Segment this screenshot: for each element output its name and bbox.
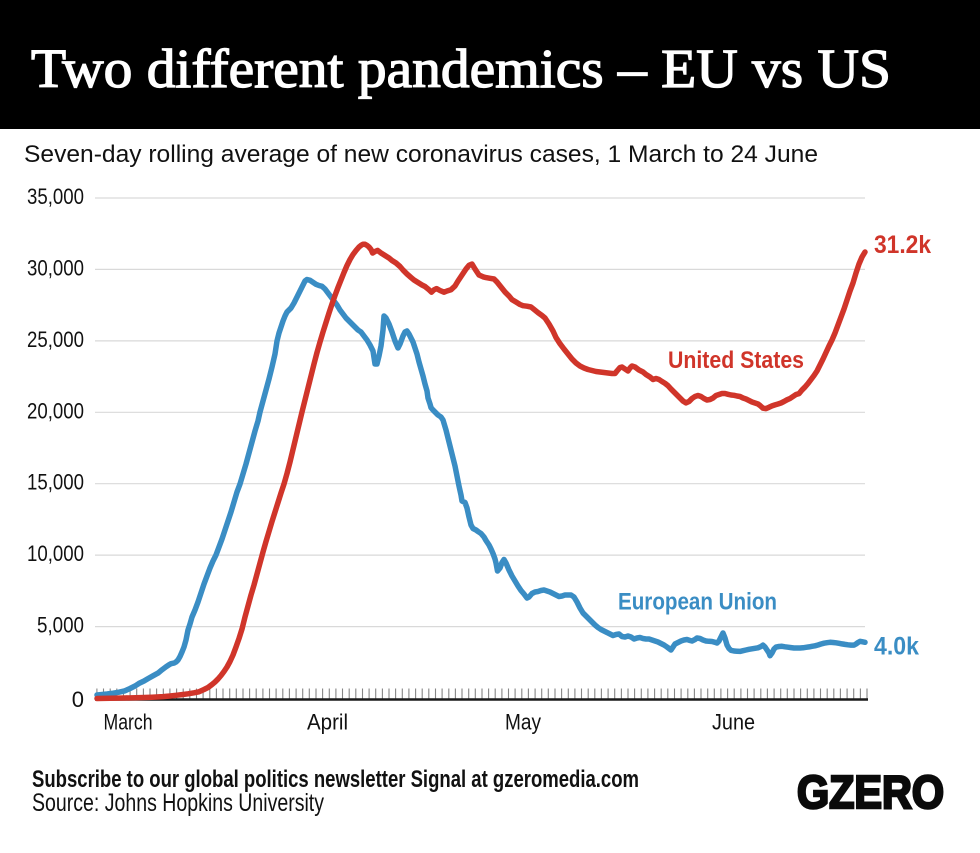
svg-text:European Union: European Union — [618, 589, 777, 616]
svg-text:United States: United States — [668, 347, 804, 374]
svg-text:April: April — [307, 710, 348, 735]
svg-text:May: May — [505, 710, 541, 735]
svg-text:10,000: 10,000 — [27, 541, 84, 566]
svg-text:June: June — [712, 710, 755, 735]
svg-text:4.0k: 4.0k — [874, 633, 919, 661]
svg-text:30,000: 30,000 — [27, 255, 84, 280]
svg-text:31.2k: 31.2k — [874, 231, 931, 259]
svg-text:Seven-day rolling average of n: Seven-day rolling average of new coronav… — [24, 141, 818, 168]
svg-text:Subscribe to our global politi: Subscribe to our global politics newslet… — [32, 766, 639, 793]
svg-text:35,000: 35,000 — [27, 184, 84, 209]
svg-text:Two different pandemics – EU v: Two different pandemics – EU vs US — [31, 38, 891, 99]
svg-text:0: 0 — [72, 687, 84, 712]
svg-text:Source: Johns Hopkins Universi: Source: Johns Hopkins University — [32, 789, 324, 817]
svg-text:5,000: 5,000 — [37, 613, 84, 638]
svg-text:20,000: 20,000 — [27, 398, 84, 423]
svg-text:15,000: 15,000 — [27, 470, 84, 495]
svg-text:March: March — [104, 710, 153, 735]
svg-text:GZERO: GZERO — [797, 766, 944, 818]
svg-text:25,000: 25,000 — [27, 327, 84, 352]
